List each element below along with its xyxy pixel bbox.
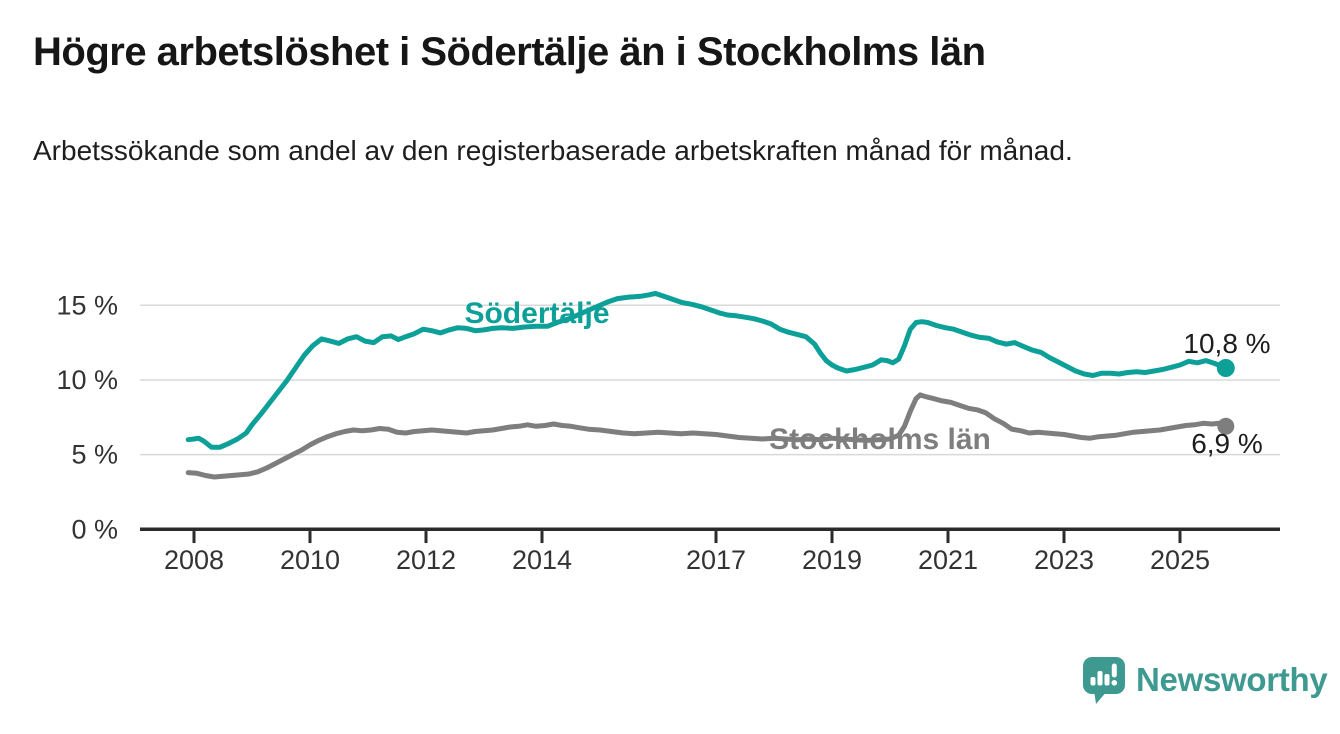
y-tick-label: 10 % (56, 365, 118, 395)
series-line-sodertalje (185, 290, 1229, 450)
logo-bar-2 (1097, 671, 1103, 686)
series-line-stockholms-lan (185, 392, 1229, 480)
newsworthy-logo: Newsworthy (1082, 656, 1328, 704)
x-tick-label: 2014 (512, 545, 572, 575)
y-tick-label: 5 % (71, 440, 118, 470)
series-label-stockholms-lan: Stockholms län (769, 423, 991, 456)
x-tick-label: 2023 (1034, 545, 1094, 575)
x-tick-label: 2010 (280, 545, 340, 575)
x-tick-label: 2019 (802, 545, 862, 575)
newsworthy-logo-text: Newsworthy (1136, 661, 1328, 698)
x-tick-label: 2008 (164, 545, 224, 575)
logo-bar-3 (1104, 674, 1110, 686)
series-end-dot (1216, 359, 1235, 377)
page-subtitle: Arbetssökande som andel av den registerb… (33, 135, 1073, 166)
series-label-sodertalje: Södertälje (464, 297, 609, 330)
x-tick-label: 2021 (918, 545, 978, 575)
page-title: Högre arbetslöshet i Södertälje än i Sto… (33, 30, 986, 74)
logo-bar-1 (1090, 677, 1096, 686)
y-tick-label: 0 % (71, 514, 118, 544)
newsworthy-logo-icon (1083, 657, 1125, 704)
x-tick-label: 2017 (686, 545, 746, 575)
series-end-value-label: 10,8 % (1183, 328, 1270, 359)
logo-exclamation-icon (1111, 663, 1117, 678)
x-tick-label: 2025 (1150, 545, 1210, 575)
y-tick-label: 15 % (56, 290, 118, 320)
series-end-value-label: 6,9 % (1191, 428, 1263, 459)
x-tick-label: 2012 (396, 545, 456, 575)
series-end-dot (1217, 417, 1235, 435)
